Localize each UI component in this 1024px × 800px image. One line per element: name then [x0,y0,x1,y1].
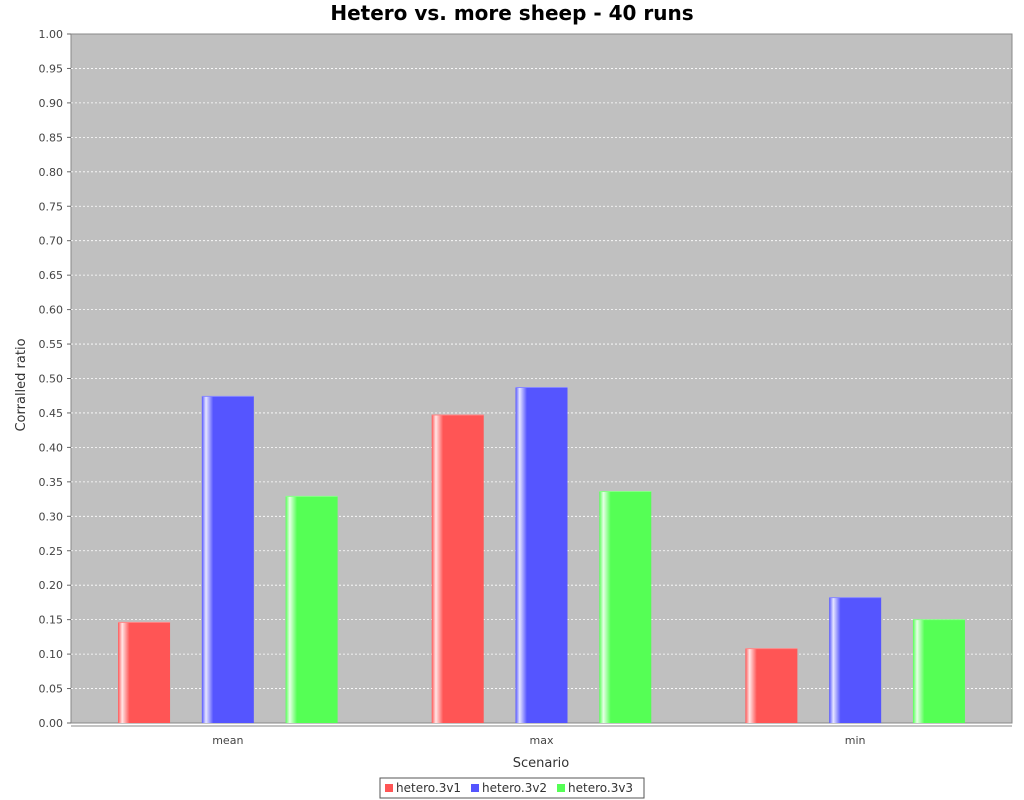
x-tick-label: max [530,734,554,747]
legend-swatch [471,784,479,792]
x-axis-label: Scenario [513,756,570,771]
bar-hetero.3v3-mean [285,496,338,723]
y-tick-label: 0.80 [39,166,64,179]
y-tick-label: 0.40 [39,441,64,454]
y-tick-label: 0.10 [39,648,64,661]
y-tick-label: 0.45 [39,407,64,420]
bar-hetero.3v1-min [745,648,798,723]
y-tick-label: 0.05 [39,683,64,696]
legend-swatch [385,784,393,792]
y-tick-label: 0.60 [39,304,64,317]
legend-label: hetero.3v3 [568,781,633,795]
bar-hetero.3v2-min [829,597,882,723]
y-tick-label: 0.95 [39,62,64,75]
y-tick-label: 1.00 [39,28,64,41]
legend-box [379,777,645,799]
legend-label: hetero.3v2 [482,781,547,795]
y-tick-label: 0.85 [39,131,64,144]
legend-swatch [557,784,565,792]
y-tick-label: 0.00 [39,717,64,730]
x-tick-label: mean [212,734,243,747]
legend: hetero.3v1 hetero.3v2 hetero.3v3 [379,777,645,799]
y-tick-label: 0.70 [39,235,64,248]
x-tick-label: min [845,734,866,747]
y-tick-label: 0.25 [39,545,64,558]
y-tick-label: 0.35 [39,476,64,489]
bar-hetero.3v1-mean [118,622,171,723]
y-tick-label: 0.15 [39,614,64,627]
bars [118,386,965,723]
y-tick-label: 0.65 [39,269,64,282]
bar-hetero.3v3-min [912,619,965,723]
y-axis-label: Corralled ratio [14,338,29,431]
y-tick-label: 0.50 [39,373,64,386]
legend-label: hetero.3v1 [396,781,461,795]
chart-title: Hetero vs. more sheep - 40 runs [330,1,693,25]
y-tick-label: 0.75 [39,200,64,213]
y-tick-label: 0.55 [39,338,64,351]
y-tick-label: 0.20 [39,579,64,592]
y-tick-label: 0.30 [39,510,64,523]
y-tick-label: 0.90 [39,97,64,110]
bar-hetero.3v1-max [431,415,484,723]
bar-hetero.3v2-max [515,387,568,723]
bar-hetero.3v3-max [599,491,652,723]
bar-hetero.3v2-mean [201,396,254,723]
x-axis: mean max min [71,725,1012,747]
y-axis: 0.00 0.05 0.10 0.15 0.20 0.25 0.30 0.35 0.40 0.45… [39,28,71,730]
